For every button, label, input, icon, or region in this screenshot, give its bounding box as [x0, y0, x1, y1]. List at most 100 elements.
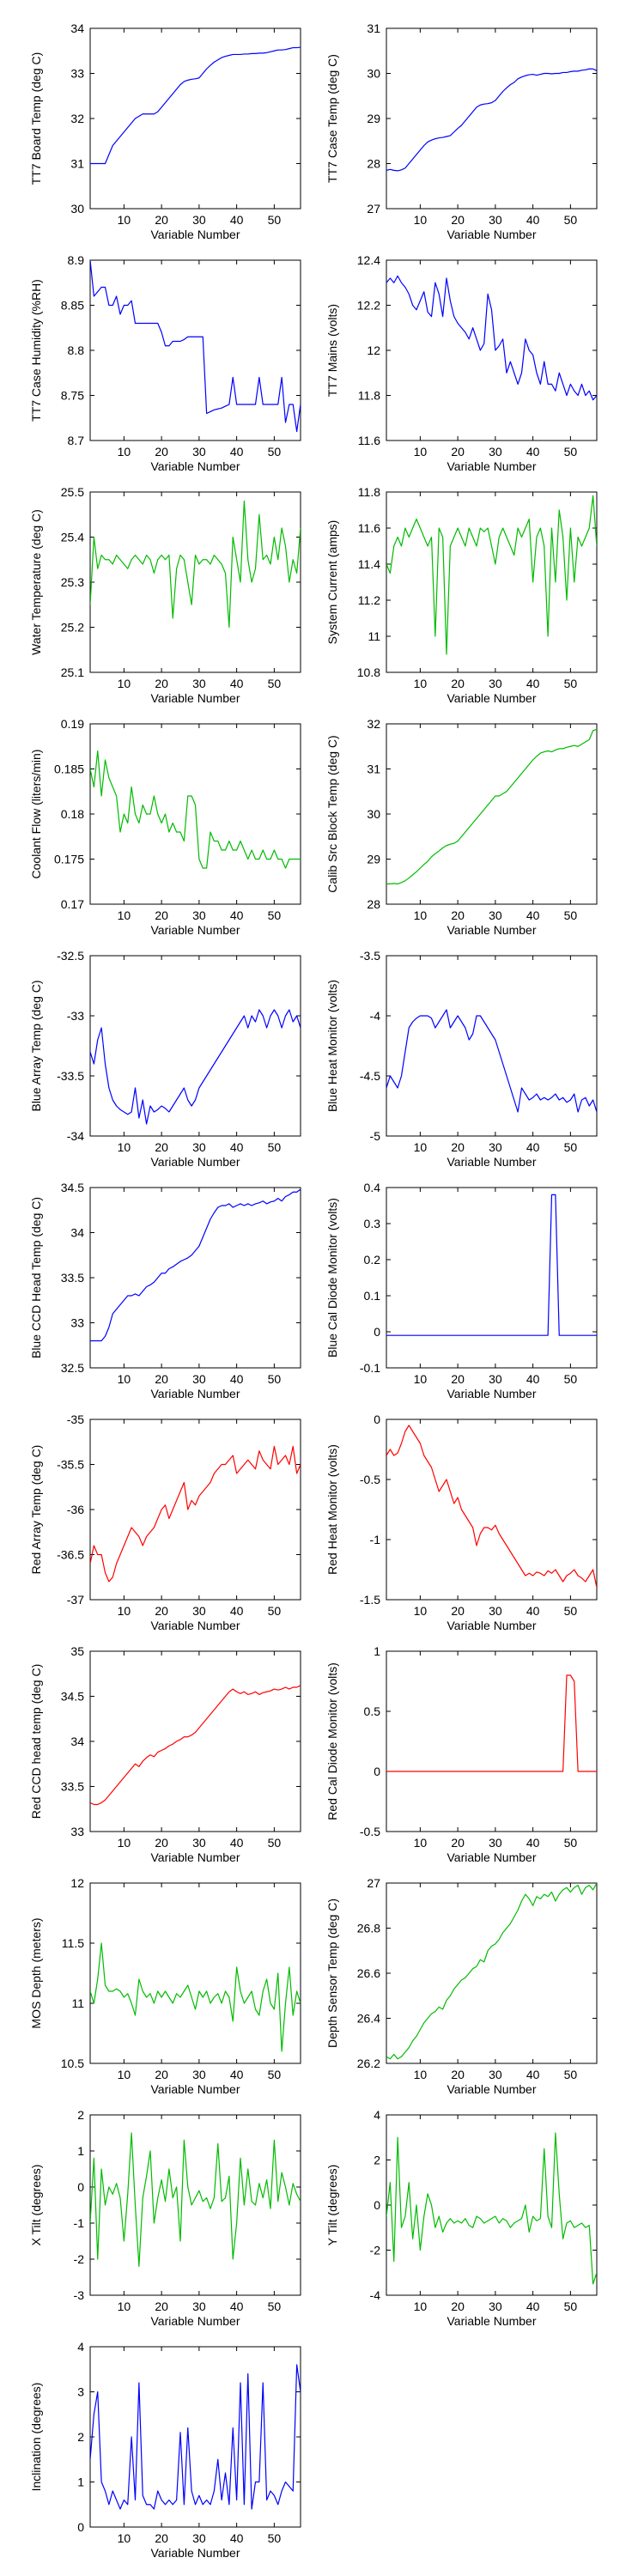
- x-tick-label: 50: [268, 213, 282, 227]
- y-tick-label: -35: [67, 1413, 84, 1426]
- y-tick-label: 11: [368, 629, 380, 643]
- x-axis-label: Variable Number: [150, 2082, 240, 2096]
- x-tick-label: 30: [489, 213, 502, 227]
- x-tick-label: 10: [414, 1372, 428, 1386]
- x-tick-label: 10: [414, 677, 428, 690]
- y-tick-label: 27: [367, 1876, 380, 1890]
- y-tick-label: -35.5: [57, 1458, 84, 1472]
- y-tick-label: 11.8: [358, 485, 380, 499]
- x-tick-label: 50: [564, 213, 578, 227]
- chart-panel-8: 10 20 30 40 50 28 29 30 31 32 Variable Number Calib…: [325, 717, 598, 937]
- x-tick-label: 50: [268, 2531, 282, 2545]
- y-tick-label: 12: [70, 1876, 84, 1890]
- x-tick-label: 50: [268, 445, 282, 459]
- y-tick-label: 25.1: [61, 665, 84, 679]
- x-tick-label: 30: [192, 1604, 206, 1618]
- x-tick-label: 20: [451, 1372, 465, 1386]
- y-axis-label: Blue Array Temp (deg C): [29, 980, 43, 1111]
- y-tick-label: 26.4: [357, 2012, 380, 2026]
- series-line: [386, 68, 597, 172]
- y-tick-label: 12.2: [357, 299, 380, 313]
- x-tick-label: 30: [192, 2068, 206, 2081]
- series-line: [386, 1194, 597, 1336]
- y-axis-label: Inclination (degrees): [29, 2383, 43, 2492]
- series-line: [90, 1685, 301, 1806]
- y-tick-label: -5: [370, 1129, 381, 1143]
- y-tick-label: -1.5: [360, 1593, 380, 1607]
- series-line: [386, 728, 597, 884]
- y-tick-label: 25.3: [61, 575, 84, 589]
- x-tick-label: 20: [451, 677, 465, 690]
- y-tick-label: 2: [77, 2430, 84, 2444]
- x-axis-label: Variable Number: [150, 1619, 240, 1632]
- x-tick-label: 30: [192, 1836, 206, 1850]
- y-tick-label: -2: [370, 2244, 381, 2257]
- y-tick-label: 10.8: [357, 665, 380, 679]
- y-tick-label: 30: [367, 67, 380, 81]
- y-tick-label: 32.5: [61, 1361, 84, 1375]
- plot-frame: [386, 1187, 598, 1369]
- y-tick-label: 34.5: [61, 1690, 84, 1704]
- y-axis-label: Coolant Flow (liters/min): [29, 750, 43, 879]
- y-tick-label: 0.2: [364, 1253, 381, 1267]
- chart-panel-9: 10 20 30 40 50 -34 -33.5 -33 -32.5 Variable Numbe…: [29, 949, 301, 1169]
- x-tick-label: 50: [564, 677, 578, 690]
- series-line: [386, 1009, 597, 1113]
- chart-panel-4: 10 20 30 40 50 11.6 11.8 12 12.2 12.4 Variable Num…: [325, 253, 598, 473]
- x-tick-label: 10: [118, 2300, 131, 2313]
- x-axis-label: Variable Number: [447, 691, 536, 705]
- y-axis-label: Blue Cal Diode Monitor (volts): [325, 1198, 339, 1358]
- y-axis-label: TT7 Board Temp (deg C): [29, 52, 43, 185]
- y-tick-label: 31: [367, 762, 380, 776]
- y-axis-label: Y Tilt (degrees): [325, 2165, 339, 2246]
- plot-frame: [386, 723, 598, 905]
- x-axis-label: Variable Number: [447, 2082, 536, 2096]
- plot-frame: [89, 1187, 301, 1369]
- x-tick-label: 10: [414, 2068, 428, 2081]
- chart-panel-3: 10 20 30 40 50 8.7 8.75 8.8 8.85 8.9 Variable Numb…: [29, 253, 301, 473]
- x-tick-label: 30: [192, 1372, 206, 1386]
- x-tick-label: 40: [526, 1836, 540, 1850]
- plot-frame: [89, 955, 301, 1137]
- x-tick-label: 30: [489, 1604, 502, 1618]
- x-tick-label: 50: [564, 1372, 578, 1386]
- series-line: [90, 2364, 301, 2510]
- y-tick-label: -0.5: [360, 1473, 380, 1486]
- y-tick-label: 30: [70, 202, 84, 216]
- y-tick-label: -4.5: [360, 1069, 380, 1083]
- y-tick-label: 0.175: [54, 853, 84, 866]
- x-tick-label: 20: [155, 1604, 168, 1618]
- x-tick-label: 50: [268, 2068, 282, 2081]
- x-tick-label: 30: [192, 2531, 206, 2545]
- y-tick-label: 8.9: [68, 253, 85, 267]
- y-tick-label: 11.4: [358, 557, 380, 571]
- y-tick-label: 25.4: [61, 531, 84, 544]
- y-tick-label: 12.4: [357, 253, 380, 267]
- y-axis-label: MOS Depth (meters): [29, 1917, 43, 2028]
- y-tick-label: -36.5: [57, 1548, 84, 1562]
- y-axis-label: TT7 Case Humidity (%RH): [29, 279, 43, 422]
- x-tick-label: 30: [489, 1372, 502, 1386]
- plot-frame: [89, 1882, 301, 2064]
- x-tick-label: 30: [489, 2068, 502, 2081]
- x-axis-label: Variable Number: [447, 1850, 536, 1864]
- chart-panel-14: 10 20 30 40 50 -1.5 -1 -0.5 0 Variable Number Red …: [325, 1413, 598, 1632]
- series-line: [386, 2132, 597, 2285]
- x-axis-label: Variable Number: [150, 1387, 240, 1400]
- y-tick-label: 2: [374, 2154, 380, 2167]
- x-axis-label: Variable Number: [150, 459, 240, 473]
- y-tick-label: 3: [77, 2385, 84, 2399]
- x-tick-label: 50: [564, 1836, 578, 1850]
- y-tick-label: 33.5: [61, 1780, 84, 1794]
- x-tick-label: 40: [526, 213, 540, 227]
- x-tick-label: 20: [155, 213, 168, 227]
- series-line: [386, 1425, 597, 1589]
- y-tick-label: 0: [374, 1413, 380, 1426]
- y-tick-label: -0.1: [360, 1361, 380, 1375]
- y-tick-label: 0.17: [61, 897, 84, 911]
- y-axis-label: TT7 Mains (volts): [325, 304, 339, 397]
- plot-frame: [89, 2114, 301, 2296]
- y-tick-label: 11.2: [358, 593, 380, 607]
- x-tick-label: 40: [230, 2531, 244, 2545]
- chart-panel-11: 10 20 30 40 50 32.5 33 33.5 34 34.5 Variable Numbe…: [29, 1181, 301, 1400]
